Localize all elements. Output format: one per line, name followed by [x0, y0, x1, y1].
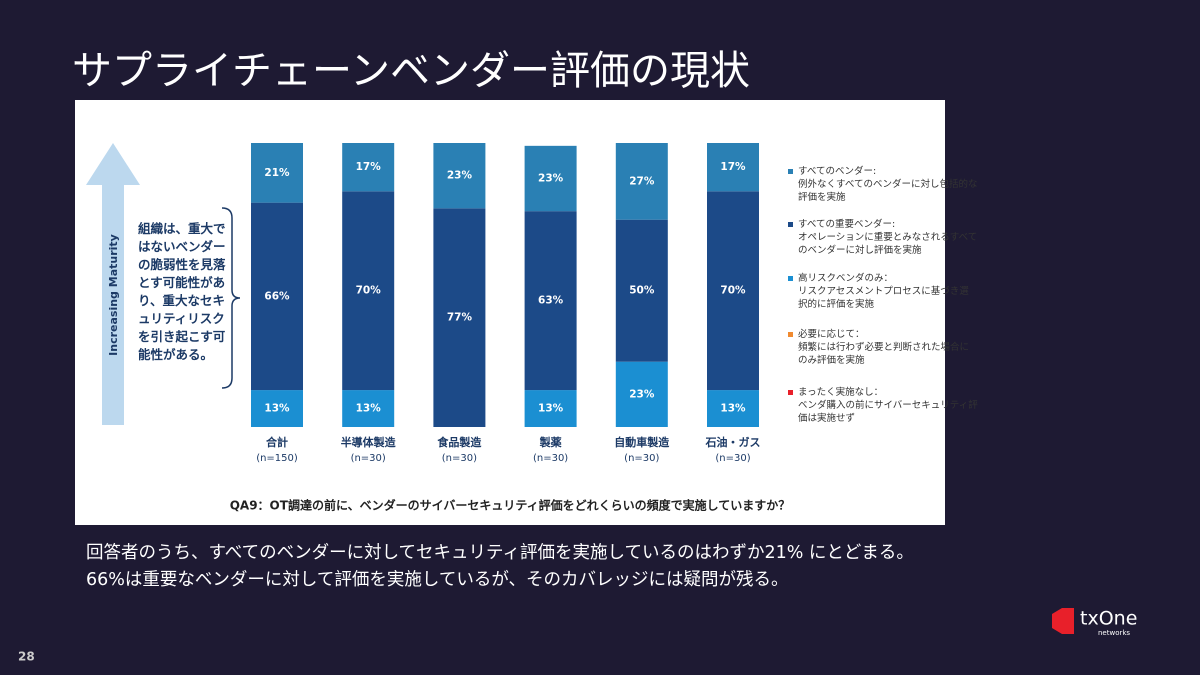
value-label: 66% — [264, 290, 290, 302]
legend-swatch — [788, 222, 793, 227]
bar-segment — [251, 202, 303, 391]
bar-segment — [524, 145, 577, 212]
arrow — [86, 143, 140, 425]
bar-segment — [342, 390, 395, 427]
legend-swatch — [788, 169, 793, 174]
logo-icon — [1052, 608, 1074, 634]
legend-item: 必要に応じて： 頻繁には行わず必要と判断された場合にのみ評価を実施 — [788, 328, 978, 367]
legend-description: 例外なくすべてのベンダーに対し包括的な評価を実施 — [798, 179, 978, 203]
logo-name: txOne — [1080, 608, 1137, 630]
bar-segment — [251, 390, 303, 427]
bar-segment — [615, 361, 668, 427]
value-label: 21% — [264, 167, 290, 179]
body: 回答者のうち、すべてのベンダーに対してセキュリティ評価を実施しているのはわずか2… — [86, 540, 914, 594]
page-number: 28 — [18, 650, 35, 664]
value-label: 13% — [356, 403, 382, 415]
x-tick-label: 自動車製造 — [614, 435, 670, 449]
legend-swatch — [788, 276, 793, 281]
value-label: 23% — [447, 170, 473, 182]
value-label: 77% — [447, 312, 473, 324]
value-label: 13% — [720, 403, 746, 415]
logo-sub: networks — [1098, 629, 1130, 637]
legend-item: すべてのベンダー: 例外なくすべてのベンダーに対し包括的な評価を実施 — [788, 165, 978, 204]
bar-segment — [433, 143, 486, 209]
bar-segment — [615, 219, 668, 362]
legend-description: ベンダ購入の前にサイバーセキュリティ評価は実施せず — [798, 400, 978, 424]
x-tick-sublabel: (n=150) — [256, 453, 298, 464]
x-tick-label: 石油・ガス — [705, 435, 761, 449]
value-label: 13% — [538, 403, 564, 415]
value-label: 70% — [356, 285, 382, 297]
x-tick-sublabel: (n=30) — [624, 453, 659, 464]
x-tick-label: 食品製造 — [437, 435, 482, 449]
x-tick-label: 半導体製造 — [341, 435, 397, 449]
brace — [221, 207, 241, 389]
bar-segment — [342, 191, 395, 391]
legend-name: 高リスクベンダのみ： — [798, 273, 894, 284]
value-label: 23% — [538, 173, 564, 185]
body-line: 回答者のうち、すべてのベンダーに対してセキュリティ評価を実施しているのはわずか2… — [86, 543, 914, 563]
x-tick-sublabel: (n=30) — [351, 453, 386, 464]
value-label: 17% — [720, 161, 746, 173]
legend-name: 必要に応じて： — [798, 329, 865, 340]
legend-description: リスクアセスメントプロセスに基づき選択的に評価を実施 — [798, 286, 969, 310]
bar-segment — [707, 390, 759, 427]
legend-item: すべての重要ベンダー: オペレーションに重要とみなされるすべてのベンダーに対し評価… — [788, 218, 978, 257]
bar-segment — [707, 143, 759, 192]
value-label: 63% — [538, 295, 564, 307]
legend-item: まったく実施なし： ベンダ購入の前にサイバーセキュリティ評価は実施せず — [788, 386, 978, 425]
legend-name: すべてのベンダー: — [798, 166, 877, 177]
x-tick-sublabel: (n=30) — [715, 453, 750, 464]
x-tick-sublabel: (n=30) — [442, 453, 477, 464]
slide-title: サプライチェーンベンダー評価の現状 — [72, 48, 750, 94]
bar-segment — [707, 191, 759, 391]
legend-description: 頻繁には行わず必要と判断された場合にのみ評価を実施 — [798, 342, 970, 366]
bar-segment — [433, 208, 486, 427]
bar-segment — [524, 390, 577, 427]
value-label: 70% — [720, 285, 746, 297]
question: QA9：OT調達の前に、ベンダーのサイバーセキュリティ評価をどれくらいの頻度で実… — [230, 498, 791, 513]
bar-segment — [615, 143, 668, 220]
legend-name: まったく実施なし： — [798, 387, 884, 398]
value-label: 50% — [629, 285, 655, 297]
x-tick-label: 合計 — [266, 435, 288, 449]
legend-item: 高リスクベンダのみ： リスクアセスメントプロセスに基づき選択的に評価を実施 — [788, 272, 978, 311]
legend-description: オペレーションに重要とみなされるすべてのベンダーに対し評価を実施 — [798, 232, 978, 256]
x-tick-label: 製薬 — [539, 435, 563, 449]
value-label: 27% — [629, 175, 655, 187]
legend-name: すべての重要ベンダー: — [798, 219, 896, 230]
value-label: 17% — [356, 161, 382, 173]
bar-segment — [524, 211, 577, 391]
annotation: 組織は、重大ではないベンダーの脆弱性を見落とす可能性があり、重大なセキュリティリ… — [138, 221, 226, 362]
bar-segment — [251, 143, 303, 203]
value-label: 23% — [629, 388, 655, 400]
x-tick-sublabel: (n=30) — [533, 453, 568, 464]
axis-label: Increasing Maturity — [107, 234, 120, 356]
bar-segment — [342, 143, 395, 192]
legend-swatch — [788, 332, 793, 337]
value-label: 13% — [264, 403, 290, 415]
body-line: 66%は重要なベンダーに対して評価を実施しているが、そのカバレッジには疑問が残る… — [86, 570, 789, 590]
legend-swatch — [788, 390, 793, 395]
panel — [75, 100, 945, 525]
